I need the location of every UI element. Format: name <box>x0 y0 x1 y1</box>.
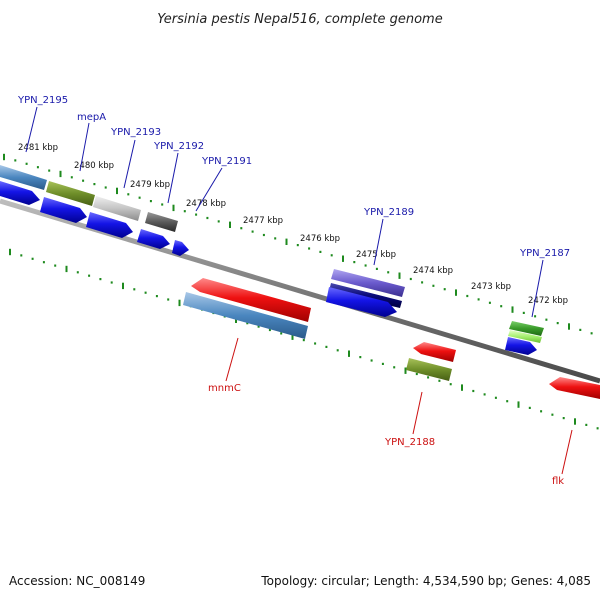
map-title: Yersinia pestis Nepal516, complete genom… <box>157 12 442 27</box>
gene-label[interactable]: YPN_2195 <box>17 95 68 106</box>
gene-label[interactable]: YPN_2189 <box>363 207 414 218</box>
gene-label[interactable]: YPN_2193 <box>110 127 161 138</box>
ruler-label: 2474 kbp <box>413 266 453 276</box>
label-leaders <box>25 106 573 475</box>
cds-arrow[interactable] <box>0 181 40 205</box>
leader-yp2188 <box>412 391 423 435</box>
gene-bar-mepa[interactable] <box>46 181 95 206</box>
gene-label[interactable]: flk <box>552 476 564 487</box>
gene-bar-yp2193[interactable] <box>93 196 141 221</box>
ruler-label: 2481 kbp <box>18 143 58 153</box>
ruler-label: 2478 kbp <box>186 199 226 209</box>
reverse-gene-labels: mnmC YPN_2188 flk <box>208 383 564 487</box>
cds-arrow[interactable] <box>40 197 87 223</box>
leader-mnmc <box>225 337 239 382</box>
leader-yp2187 <box>531 259 544 318</box>
gene-bar-yp2192[interactable] <box>145 212 178 232</box>
ruler-label: 2476 kbp <box>300 234 340 244</box>
gene-bar-yp2187-b[interactable] <box>508 330 542 343</box>
accession-text: Accession: NC_008149 <box>9 574 145 588</box>
gene-label[interactable]: YPN_2192 <box>153 141 204 152</box>
gene-bar-mnmc[interactable] <box>191 278 311 322</box>
cds-arrow[interactable] <box>86 212 133 238</box>
upper-tick-row <box>3 153 593 335</box>
gene-bar-mnmc-steel[interactable] <box>183 292 308 339</box>
ruler-label: 2477 kbp <box>243 216 283 226</box>
gene-bar-yp2188-red[interactable] <box>413 342 456 362</box>
gene-bar-yp2189-a[interactable] <box>331 269 405 297</box>
leader-yp2193 <box>123 139 136 189</box>
cds-arrow[interactable] <box>137 229 170 249</box>
cds-arrow[interactable] <box>505 337 537 355</box>
genome-summary-text: Topology: circular; Length: 4,534,590 bp… <box>260 574 591 588</box>
gene-label[interactable]: YPN_2191 <box>201 156 252 167</box>
reverse-gene-bars <box>183 278 600 399</box>
ruler-label: 2479 kbp <box>130 180 170 190</box>
cds-arrow[interactable] <box>172 240 189 256</box>
gene-label[interactable]: YPN_2188 <box>384 437 435 448</box>
forward-gene-labels: YPN_2195 mepA YPN_2193 YPN_2192 YPN_2191… <box>17 95 570 259</box>
cds-arrow[interactable] <box>326 287 397 317</box>
gene-label[interactable]: mepA <box>77 112 106 123</box>
leader-mepa <box>79 122 90 172</box>
gene-label[interactable]: YPN_2187 <box>519 248 570 259</box>
gene-bar-flk[interactable] <box>549 377 600 399</box>
leader-yp2195 <box>25 106 38 153</box>
leader-flk <box>561 429 573 475</box>
forward-cds-arrows <box>0 181 537 355</box>
ruler-label: 2473 kbp <box>471 282 511 292</box>
ruler-label: 2472 kbp <box>528 296 568 306</box>
leader-yp2189 <box>373 218 384 266</box>
gene-bar-yp2195[interactable] <box>0 165 47 190</box>
leader-yp2192 <box>167 152 179 204</box>
gene-bar-yp2187-a[interactable] <box>509 321 544 336</box>
ruler-label: 2480 kbp <box>74 161 114 171</box>
gene-label[interactable]: mnmC <box>208 383 241 394</box>
leader-yp2191 <box>195 167 223 212</box>
gene-bar-yp2188-olive[interactable] <box>406 358 452 381</box>
